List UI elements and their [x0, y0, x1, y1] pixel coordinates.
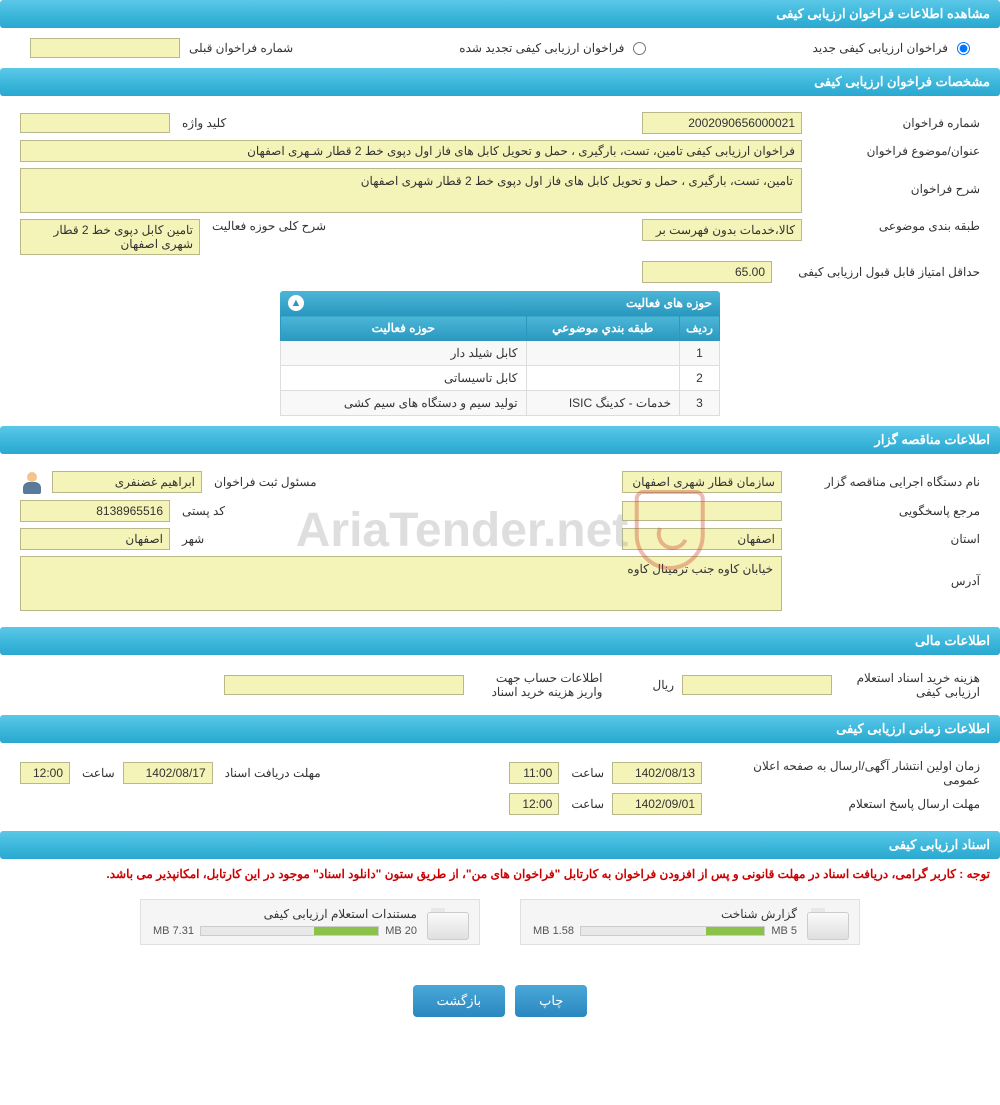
radio-new[interactable]: [957, 42, 970, 55]
pub-time-field: 11:00: [509, 762, 559, 784]
header-specs: مشخصات فراخوان ارزیابی کیفی: [0, 68, 1000, 96]
call-title-field: فراخوان ارزیابی کیفی تامین، تست، بارگیری…: [20, 140, 802, 162]
progress-bar: [580, 926, 765, 936]
call-title-label: عنوان/موضوع فراخوان: [810, 144, 980, 158]
pub-date-field: 1402/08/13: [612, 762, 702, 784]
time-word-3: ساعت: [567, 797, 604, 811]
doc-title: گزارش شناخت: [533, 907, 797, 921]
header-main: مشاهده اطلاعات فراخوان ارزیابی کیفی: [0, 0, 1000, 28]
folder-icon: [427, 906, 467, 938]
address-label: آدرس: [790, 556, 980, 588]
postal-field: 8138965516: [20, 500, 170, 522]
category-field: کالا،خدمات بدون فهرست بر: [642, 219, 802, 241]
print-button[interactable]: چاپ: [515, 985, 587, 1017]
keyword-label: کلید واژه: [178, 116, 226, 130]
radio-new-label: فراخوان ارزیابی کیفی جدید: [809, 41, 948, 55]
activity-table-title: حوزه های فعالیت: [626, 296, 712, 310]
account-field: [224, 675, 464, 695]
province-label: استان: [790, 532, 980, 546]
org-label: نام دستگاه اجرایی مناقصه گزار: [790, 475, 980, 489]
category-label: طبقه بندی موضوعی: [810, 219, 980, 233]
radio-renewed-label: فراخوان ارزیابی کیفی تجدید شده: [455, 41, 624, 55]
deadline-label: مهلت دریافت اسناد: [221, 766, 321, 780]
time-word-1: ساعت: [567, 766, 604, 780]
response-label: مهلت ارسال پاسخ استعلام: [710, 797, 980, 811]
cost-label: هزینه خرید اسناد استعلام ارزیابی کیفی: [840, 671, 980, 699]
response-date-field: 1402/09/01: [612, 793, 702, 815]
keyword-field: [20, 113, 170, 133]
docs-notice: توجه : کاربر گرامی، دریافت اسناد در مهلت…: [0, 859, 1000, 889]
header-docs: اسناد ارزیابی کیفی: [0, 831, 1000, 859]
city-field: اصفهان: [20, 528, 170, 550]
doc-total: 5 MB: [771, 925, 797, 937]
postal-label: کد پستی: [178, 504, 225, 518]
call-num-field: 2002090656000021: [642, 112, 802, 134]
activity-table: حوزه های فعالیت ▲ ردیف طبقه بندي موضوعي …: [280, 291, 720, 416]
min-score-field: 65.00: [642, 261, 772, 283]
header-tenderer: اطلاعات مناقصه گزار: [0, 426, 1000, 454]
address-field: خیابان کاوه جنب ترمینال کاوه: [20, 556, 782, 611]
col-row: ردیف: [680, 316, 720, 341]
doc-used: 7.31 MB: [153, 925, 194, 937]
contact-label: مرجع پاسخگویی: [790, 504, 980, 518]
folder-icon: [807, 906, 847, 938]
doc-used: 1.58 MB: [533, 925, 574, 937]
col-scope: حوزه فعالیت: [281, 316, 527, 341]
registrar-label: مسئول ثبت فراخوان: [210, 475, 317, 489]
min-score-label: حداقل امتیاز قابل قبول ارزیابی کیفی: [780, 265, 980, 279]
doc-item[interactable]: مستندات استعلام ارزیابی کیفی 20 MB 7.31 MB: [140, 899, 480, 945]
account-label: اطلاعات حساب جهت واریز هزینه خرید اسناد: [472, 671, 602, 699]
user-icon: [20, 470, 44, 494]
registrar-field: ابراهیم غضنفری: [52, 471, 202, 493]
table-row: 3خدمات - کدینگ ISICتولید سیم و دستگاه ها…: [281, 391, 720, 416]
radio-renewed[interactable]: [633, 42, 646, 55]
province-field: اصفهان: [622, 528, 782, 550]
city-label: شهر: [178, 532, 204, 546]
response-time-field: 12:00: [509, 793, 559, 815]
progress-bar: [200, 926, 379, 936]
currency-label: ریال: [648, 678, 674, 692]
pub-label: زمان اولین انتشار آگهی/ارسال به صفحه اعل…: [710, 759, 980, 787]
col-category: طبقه بندي موضوعي: [526, 316, 679, 341]
collapse-icon[interactable]: ▲: [288, 295, 304, 311]
doc-item[interactable]: گزارش شناخت 5 MB 1.58 MB: [520, 899, 860, 945]
back-button[interactable]: بازگشت: [413, 985, 505, 1017]
table-row: 1کابل شیلد دار: [281, 341, 720, 366]
org-field: سازمان قطار شهری اصفهان: [622, 471, 782, 493]
deadline-date-field: 1402/08/17: [123, 762, 213, 784]
call-desc-field: تامین، تست، بارگیری ، حمل و تحویل کابل ه…: [20, 168, 802, 213]
doc-total: 20 MB: [385, 925, 417, 937]
time-word-2: ساعت: [78, 766, 115, 780]
call-num-label: شماره فراخوان: [810, 116, 980, 130]
activity-scope-field: تامین کابل دپوی خط 2 قطار شهری اصفهان: [20, 219, 200, 255]
doc-title: مستندات استعلام ارزیابی کیفی: [153, 907, 417, 921]
prev-num-label: شماره فراخوان قبلی: [185, 41, 293, 55]
table-row: 2کابل تاسیساتی: [281, 366, 720, 391]
header-financial: اطلاعات مالی: [0, 627, 1000, 655]
cost-field: [682, 675, 832, 695]
deadline-time-field: 12:00: [20, 762, 70, 784]
activity-scope-label: شرح کلی حوزه فعالیت: [208, 219, 326, 233]
contact-field: [622, 501, 782, 521]
call-desc-label: شرح فراخوان: [810, 168, 980, 196]
header-timing: اطلاعات زمانی ارزیابی کیفی: [0, 715, 1000, 743]
prev-num-field: [30, 38, 180, 58]
